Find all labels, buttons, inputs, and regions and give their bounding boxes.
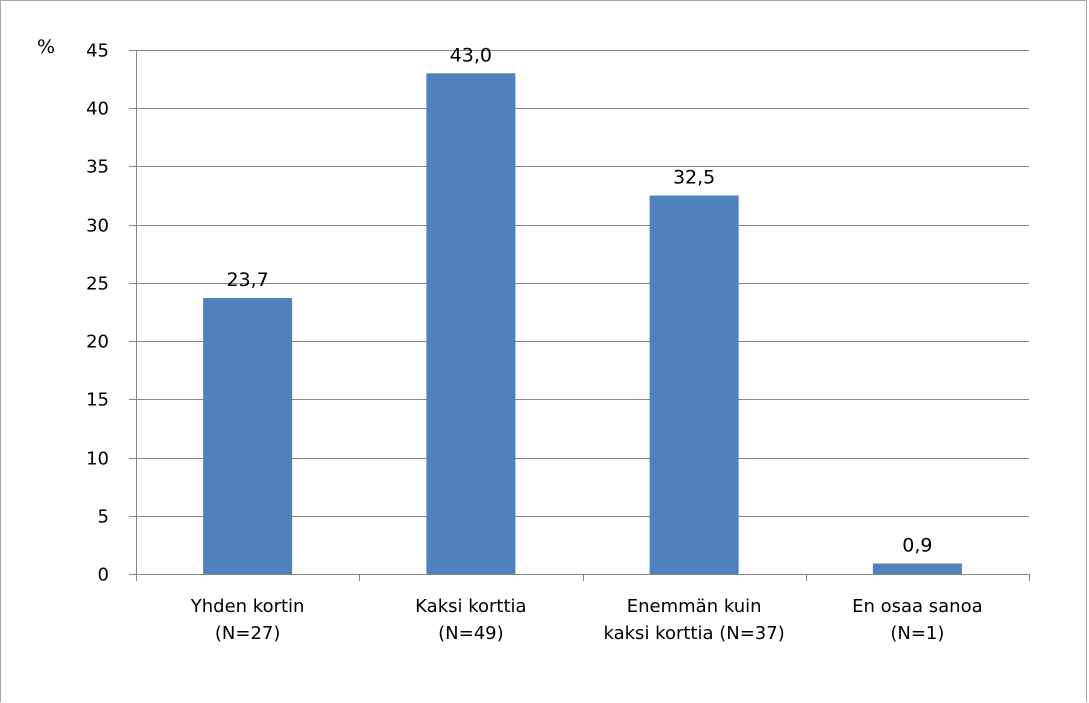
category-label-0-line-0: Yhden kortin <box>190 596 305 617</box>
bar-3 <box>872 563 962 574</box>
category-label-2-line-1: kaksi korttia (N=37) <box>604 623 785 644</box>
y-tick-label-45: 45 <box>86 41 109 62</box>
y-tick-label-0: 0 <box>98 565 109 586</box>
labels: 0 5 10 15 20 25 30 35 40 45% 23,7 Yhden kortin (N=27… <box>37 36 983 644</box>
data-label-3: 0,9 <box>902 535 932 557</box>
y-axis-unit-label: % <box>37 36 55 58</box>
category-label-1-line-0: Kaksi korttia <box>415 596 526 617</box>
bar-2 <box>649 195 739 575</box>
category-label-1-line-1: (N=49) <box>438 623 504 644</box>
y-tick-label-10: 10 <box>86 449 109 470</box>
y-tick-label-20: 20 <box>86 332 109 353</box>
y-tick-label-30: 30 <box>86 216 109 237</box>
bar-1 <box>426 73 516 575</box>
y-tick-label-25: 25 <box>86 274 109 295</box>
category-label-2-line-0: Enemmän kuin <box>627 596 762 617</box>
data-label-0: 23,7 <box>226 269 268 291</box>
data-label-1: 43,0 <box>450 44 492 66</box>
category-label-3-line-0: En osaa sanoa <box>852 596 983 617</box>
bars <box>203 73 962 575</box>
y-tick-label-40: 40 <box>86 99 109 120</box>
y-tick-label-15: 15 <box>86 390 109 411</box>
category-label-0-line-1: (N=27) <box>215 623 281 644</box>
y-tick-label-35: 35 <box>86 157 109 178</box>
bar-0 <box>203 298 293 574</box>
y-tick-label-5: 5 <box>98 507 109 528</box>
category-label-3-line-1: (N=1) <box>890 623 944 644</box>
data-label-2: 32,5 <box>673 167 715 189</box>
axes <box>129 50 1030 581</box>
